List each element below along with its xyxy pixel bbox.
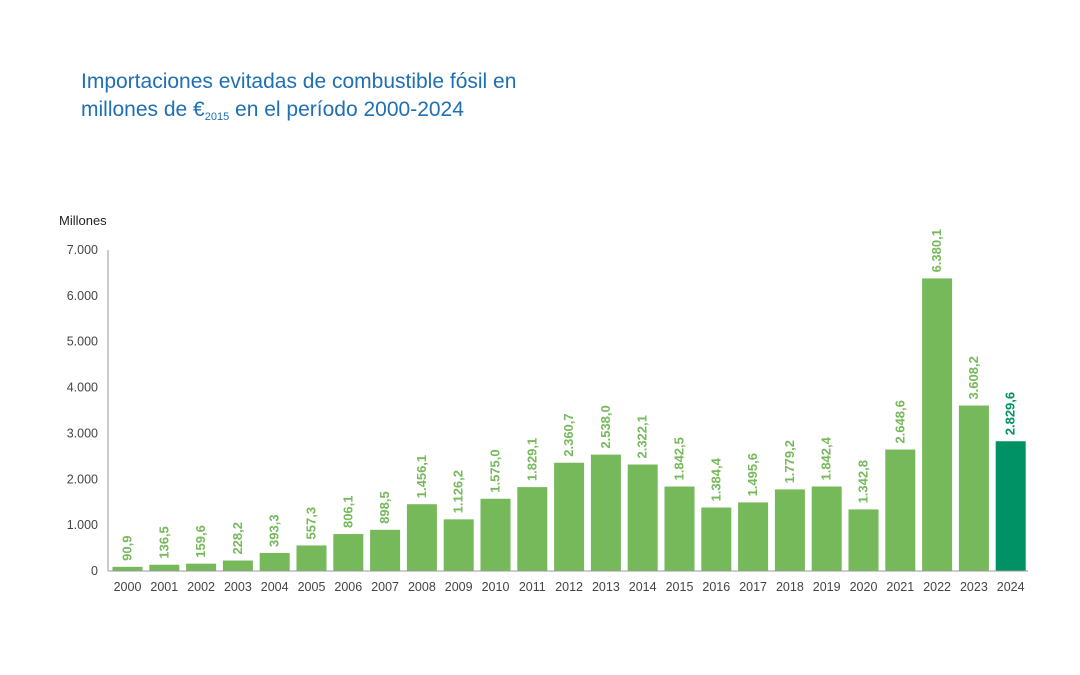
bar-2008 — [406, 504, 437, 571]
value-label-2000: 90,9 — [120, 536, 135, 561]
x-tick-label: 2021 — [886, 580, 914, 594]
bar-2024 — [995, 441, 1026, 571]
x-tick-label: 2003 — [224, 580, 252, 594]
value-label-2020: 1.342,8 — [856, 460, 871, 503]
x-tick-label: 2016 — [702, 580, 730, 594]
y-tick-label: 1.000 — [67, 518, 98, 532]
bars-group: 90,9 136,5 159,6 228,2 393,3 557,3 806,1 898,5 1… — [112, 229, 1026, 571]
bar-2017 — [738, 502, 769, 571]
x-tick-label: 2013 — [592, 580, 620, 594]
y-axis: 0 1.000 2.000 3.000 4.000 5.000 6.000 7.000 — [67, 243, 98, 578]
x-tick-label: 2020 — [850, 580, 878, 594]
x-tick-label: 2001 — [150, 580, 178, 594]
y-tick-label: 5.000 — [67, 335, 98, 349]
value-label-2004: 393,3 — [267, 514, 282, 547]
x-tick-label: 2014 — [629, 580, 657, 594]
bar-2010 — [480, 498, 511, 571]
value-label-2017: 1.495,6 — [745, 453, 760, 496]
x-tick-label: 2007 — [371, 580, 399, 594]
value-label-2011: 1.829,1 — [524, 438, 539, 481]
x-tick-label: 2011 — [519, 580, 546, 594]
bar-2023 — [958, 405, 989, 571]
value-label-2018: 1.779,2 — [782, 440, 797, 483]
value-label-2010: 1.575,0 — [488, 449, 503, 492]
value-label-2015: 1.842,5 — [672, 437, 687, 480]
value-label-2022: 6.380,1 — [929, 229, 944, 272]
x-axis: 2000 2001 2002 2003 2004 2005 2006 2007 2008 2009… — [114, 580, 1025, 594]
value-label-2014: 2.322,1 — [635, 415, 650, 458]
bar-2014 — [627, 464, 658, 571]
value-label-2012: 2.360,7 — [561, 413, 576, 456]
bar-2001 — [149, 564, 180, 571]
bar-2002 — [186, 563, 217, 571]
x-tick-label: 2019 — [813, 580, 841, 594]
title-line-1: Importaciones evitadas de combustible fó… — [81, 70, 517, 93]
value-label-2006: 806,1 — [340, 495, 355, 528]
bar-2019 — [811, 486, 842, 571]
title-text-b: en el período 2000-2024 — [229, 98, 464, 121]
value-label-2024: 2.829,6 — [1003, 392, 1018, 435]
bar-2011 — [517, 487, 548, 571]
bar-2004 — [259, 552, 290, 571]
value-label-2007: 898,5 — [377, 491, 392, 524]
bar-2000 — [112, 566, 143, 571]
value-label-2009: 1.126,2 — [451, 470, 466, 513]
x-tick-label: 2002 — [187, 580, 215, 594]
value-label-2003: 228,2 — [230, 522, 245, 555]
bar-2018 — [774, 489, 805, 571]
value-label-2008: 1.456,1 — [414, 455, 429, 498]
value-label-2021: 2.648,6 — [892, 400, 907, 443]
bar-2003 — [222, 560, 253, 571]
value-label-2002: 159,6 — [193, 525, 208, 558]
y-tick-label: 6.000 — [67, 289, 98, 303]
value-label-2023: 3.608,2 — [966, 356, 981, 399]
value-label-2005: 557,3 — [304, 507, 319, 540]
x-tick-label: 2010 — [482, 580, 510, 594]
bar-2021 — [885, 449, 916, 571]
bar-2006 — [333, 534, 364, 571]
value-label-2019: 1.842,4 — [819, 436, 834, 480]
chart-title: Importaciones evitadas de combustible fó… — [81, 68, 641, 131]
value-label-2016: 1.384,4 — [708, 457, 723, 501]
bar-2009 — [443, 519, 474, 571]
y-tick-label: 4.000 — [67, 381, 98, 395]
x-tick-label: 2017 — [739, 580, 767, 594]
title-line-2: millones de €2015 en el período 2000-202… — [81, 96, 641, 131]
bar-2005 — [296, 545, 327, 571]
y-tick-label: 2.000 — [67, 472, 98, 486]
title-text-a: millones de € — [81, 98, 205, 121]
bar-2016 — [701, 507, 732, 571]
x-tick-label: 2018 — [776, 580, 804, 594]
x-tick-label: 2000 — [114, 580, 142, 594]
bar-2012 — [554, 462, 585, 571]
value-label-2013: 2.538,0 — [598, 405, 613, 448]
x-tick-label: 2023 — [960, 580, 988, 594]
bar-2015 — [664, 486, 695, 571]
bar-2013 — [590, 454, 621, 571]
title-subscript: 2015 — [204, 111, 230, 123]
bar-2020 — [848, 509, 879, 571]
y-tick-label: 0 — [91, 564, 98, 578]
x-tick-label: 2004 — [261, 580, 289, 594]
x-tick-label: 2008 — [408, 580, 436, 594]
bar-2007 — [370, 529, 401, 571]
x-tick-label: 2012 — [555, 580, 583, 594]
value-label-2001: 136,5 — [156, 526, 171, 559]
x-tick-label: 2006 — [334, 580, 362, 594]
y-tick-label: 3.000 — [67, 426, 98, 440]
y-unit-label: Millones — [59, 213, 107, 228]
x-tick-label: 2024 — [997, 580, 1025, 594]
x-tick-label: 2015 — [666, 580, 694, 594]
bar-2022 — [922, 278, 953, 571]
x-tick-label: 2022 — [923, 580, 951, 594]
x-tick-label: 2009 — [445, 580, 473, 594]
y-tick-label: 7.000 — [67, 243, 98, 257]
x-tick-label: 2005 — [298, 580, 326, 594]
